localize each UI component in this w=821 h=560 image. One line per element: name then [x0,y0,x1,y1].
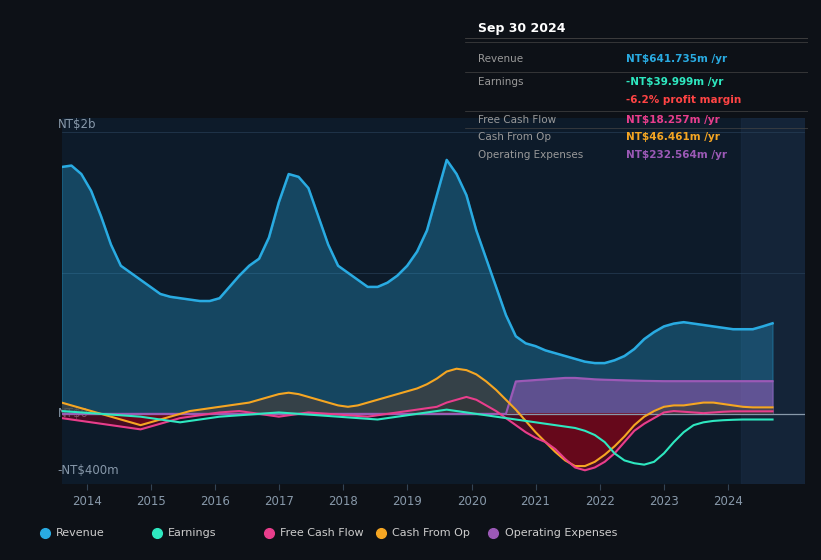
Text: -6.2% profit margin: -6.2% profit margin [626,95,741,105]
Text: Cash From Op: Cash From Op [392,529,470,538]
Text: Earnings: Earnings [168,529,217,538]
Text: Free Cash Flow: Free Cash Flow [479,115,557,124]
Text: NT$18.257m /yr: NT$18.257m /yr [626,115,720,124]
Text: -NT$400m: -NT$400m [57,464,120,477]
Text: Free Cash Flow: Free Cash Flow [281,529,364,538]
Text: Cash From Op: Cash From Op [479,132,552,142]
Text: Operating Expenses: Operating Expenses [504,529,617,538]
Text: NT$0: NT$0 [57,407,89,421]
Text: NT$641.735m /yr: NT$641.735m /yr [626,54,727,64]
Text: Revenue: Revenue [479,54,524,64]
Text: NT$232.564m /yr: NT$232.564m /yr [626,150,727,160]
Text: Operating Expenses: Operating Expenses [479,150,584,160]
Text: NT$46.461m /yr: NT$46.461m /yr [626,132,720,142]
Text: NT$2b: NT$2b [57,118,96,130]
Text: Earnings: Earnings [479,77,524,87]
Text: Sep 30 2024: Sep 30 2024 [479,22,566,35]
Text: -NT$39.999m /yr: -NT$39.999m /yr [626,77,723,87]
Bar [741,118,805,484]
Text: Revenue: Revenue [56,529,105,538]
